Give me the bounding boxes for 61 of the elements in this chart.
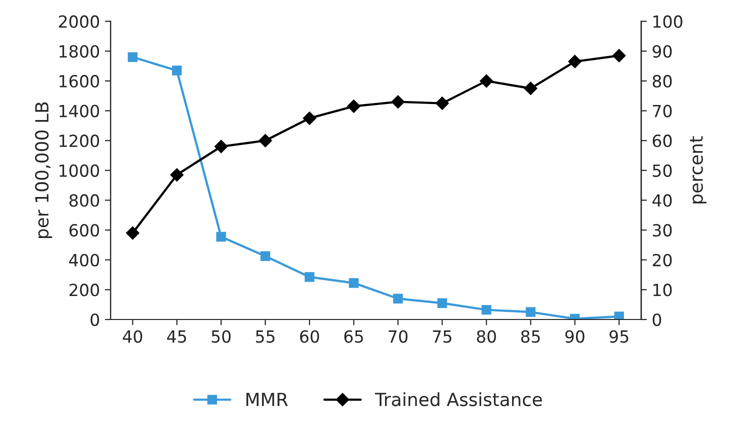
- point: [302, 112, 316, 125]
- point: [480, 74, 494, 88]
- y2-tick-label: 30: [652, 224, 672, 237]
- y-tick-label: 200: [70, 284, 100, 296]
- x-tick-label: 70: [388, 330, 408, 343]
- y2-axis-title: percent: [690, 136, 706, 204]
- x-tick-label: 50: [212, 330, 231, 343]
- x-tick-label: 90: [565, 330, 584, 343]
- x-tick-label: 60: [300, 330, 320, 343]
- y2-tick-label: 40: [652, 194, 672, 207]
- y-tick-label: 1200: [60, 134, 100, 148]
- x-tick-label: 85: [521, 330, 540, 343]
- y2-tick-label: 80: [652, 74, 672, 88]
- point: [393, 294, 403, 304]
- legend-label: MMR: [246, 392, 288, 406]
- point: [304, 272, 314, 282]
- y-axis-title: per 100,000 LB: [35, 102, 52, 238]
- x-tick-label: 55: [256, 330, 274, 343]
- y-tick-label: 0: [90, 313, 100, 326]
- y2-tick-label: 100: [653, 15, 682, 28]
- point: [216, 232, 226, 242]
- y2-tick-label: 20: [652, 254, 672, 266]
- y2-tick-label: 60: [652, 134, 672, 148]
- point: [568, 54, 582, 68]
- y2-tick-label: 90: [652, 45, 672, 58]
- x-tick-label: 40: [122, 330, 142, 343]
- point: [170, 168, 184, 182]
- point: [172, 66, 182, 76]
- y-tick-label: 1800: [60, 45, 100, 58]
- point: [347, 100, 360, 113]
- point: [258, 134, 272, 148]
- y-tick-label: 1400: [60, 104, 100, 118]
- x-tick-label: 45: [167, 330, 186, 343]
- point: [348, 278, 359, 288]
- point: [391, 95, 405, 108]
- point: [612, 49, 626, 62]
- x-tick-label: 95: [610, 330, 628, 343]
- y2-tick-label: 10: [653, 284, 672, 296]
- y2-tick-label: 50: [652, 164, 672, 177]
- point: [214, 140, 228, 154]
- point: [526, 307, 536, 317]
- y-tick-label: 600: [69, 224, 100, 237]
- x-tick-label: 75: [432, 330, 452, 343]
- y2-tick-label: 70: [652, 104, 672, 118]
- legend-label: Trained Assistance: [374, 392, 542, 406]
- y-tick-label: 1000: [60, 164, 100, 177]
- point: [524, 82, 538, 95]
- y-tick-label: 1600: [60, 74, 100, 88]
- y2-tick-label: 0: [652, 313, 662, 326]
- point: [126, 226, 140, 240]
- point: [614, 312, 624, 320]
- point: [437, 298, 448, 308]
- point: [482, 304, 492, 315]
- y-tick-label: 800: [69, 194, 100, 207]
- y-tick-label: 400: [69, 254, 100, 266]
- y-tick-label: 2000: [58, 15, 100, 28]
- x-tick-label: 80: [476, 330, 496, 343]
- point: [260, 251, 270, 261]
- point: [128, 52, 138, 62]
- x-tick-label: 65: [344, 330, 363, 343]
- point: [436, 96, 449, 110]
